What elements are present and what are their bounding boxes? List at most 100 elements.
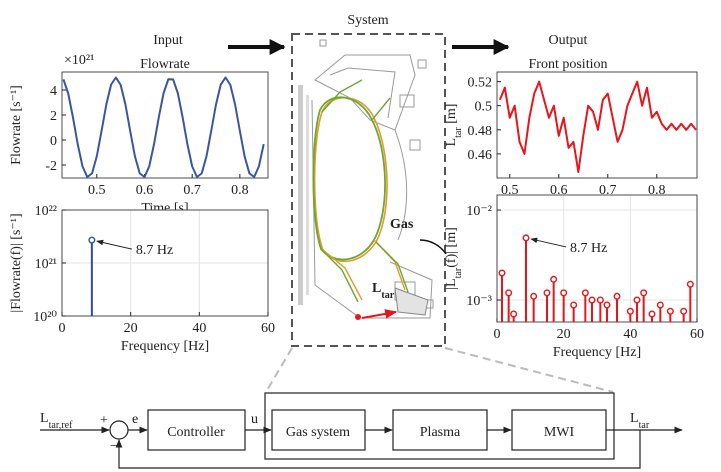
block-label: Gas system	[286, 425, 350, 440]
output-label-part: L	[630, 411, 639, 426]
x-axis-label: Frequency [Hz]	[553, 345, 641, 360]
front-label-part: L	[372, 281, 381, 296]
x-tick-label: 0.7	[599, 183, 617, 198]
sum-sign: +	[100, 413, 108, 428]
panel-title: Output	[549, 33, 588, 48]
y-tick-label: 10⁻²	[466, 204, 492, 219]
stem-marker	[648, 310, 656, 318]
reference-label-part: tar,ref	[49, 420, 74, 431]
y-axis-label-part: tar	[453, 267, 464, 278]
stem-marker	[505, 289, 513, 297]
stem-marker	[570, 301, 578, 309]
block-label: MWI	[544, 425, 575, 440]
tokamak	[298, 39, 447, 320]
stem-marker	[613, 292, 621, 300]
stem-marker	[603, 301, 611, 309]
stem-marker	[88, 236, 96, 244]
stem-marker	[656, 301, 664, 309]
x-tick-label: 0.7	[183, 183, 201, 198]
stem-marker	[550, 275, 558, 283]
stem-marker	[543, 289, 551, 297]
stem-marker	[596, 296, 604, 304]
stem-marker	[633, 296, 641, 304]
y-tick-label: 0.48	[468, 124, 493, 139]
x-tick-label: 0.8	[648, 183, 666, 198]
y-axis-label-part: (f)| [m]	[444, 227, 459, 268]
x-tick-label: 0.6	[136, 183, 154, 198]
sum-junction	[109, 420, 129, 440]
panel-subtitle: Flowrate	[140, 57, 190, 72]
axes-frame	[496, 194, 698, 323]
x-tick-label: 40	[623, 327, 637, 342]
annotation: 8.7 Hz	[570, 241, 607, 256]
stem-marker	[666, 307, 674, 315]
y-tick-label: 10²²	[35, 204, 57, 219]
stem-marker	[581, 289, 589, 297]
axes-frame	[496, 71, 698, 179]
stem-marker	[510, 310, 518, 318]
y-axis-label: |Ltar(f)| [m]	[444, 227, 464, 290]
output-label-part: tar	[639, 420, 650, 431]
y-axis-label-part: |L	[444, 278, 459, 289]
reference-label-part: L	[40, 411, 49, 426]
signal-label: u	[251, 412, 258, 427]
annotation-arrow	[96, 239, 132, 250]
x-tick-label: 40	[192, 321, 206, 336]
panel-title: System	[347, 13, 388, 28]
stem-marker	[530, 292, 538, 300]
y-tick-label: 10²⁰	[33, 310, 57, 325]
stem-marker	[522, 234, 530, 242]
y-tick-label: 10²¹	[35, 257, 57, 272]
y-tick-label: 4	[50, 84, 57, 99]
gas-label: Gas	[390, 217, 414, 232]
x-tick-label: 0	[494, 327, 501, 342]
front-label-part: tar	[381, 290, 394, 301]
x-tick-label: 0.5	[88, 183, 106, 198]
annotation-arrow	[530, 237, 567, 248]
y-axis-label-part: L	[444, 138, 459, 147]
x-tick-label: 20	[124, 321, 138, 336]
connector	[265, 347, 293, 393]
stem-marker	[498, 269, 506, 277]
x-tick-label: 60	[261, 321, 275, 336]
data-line	[499, 80, 697, 173]
x-tick-label: 0.5	[501, 183, 519, 198]
signal-label: e	[132, 412, 138, 427]
stem-marker	[626, 307, 634, 315]
x-axis-label: Frequency [Hz]	[121, 339, 209, 354]
stem-marker	[640, 289, 648, 297]
x-tick-label: 0.6	[550, 183, 568, 198]
y-exponent: ×10²¹	[64, 53, 94, 68]
annotation: 8.7 Hz	[136, 243, 173, 258]
reference-label: Ltar,ref	[40, 411, 73, 431]
output-label: Ltar	[630, 411, 650, 431]
stem-marker	[680, 307, 688, 315]
stem-marker	[560, 289, 568, 297]
stem-marker	[686, 280, 694, 288]
axes-frame	[61, 209, 269, 317]
axes-frame	[61, 71, 269, 179]
y-tick-label: 10⁻³	[466, 294, 492, 309]
y-tick-label: 0.52	[468, 76, 493, 91]
panel-title: Input	[153, 33, 183, 48]
y-tick-label: 0.5	[475, 100, 493, 115]
x-tick-label: 20	[557, 327, 571, 342]
y-axis-label-part: [m]	[444, 104, 459, 128]
y-axis-label: Flowrate [s⁻¹]	[9, 85, 24, 165]
y-axis-label-part: tar	[453, 127, 464, 138]
block	[511, 409, 607, 451]
y-tick-label: 0	[50, 134, 57, 149]
y-tick-label: 0.46	[468, 148, 493, 163]
x-tick-label: 60	[690, 327, 704, 342]
panel-subtitle: Front position	[529, 57, 608, 72]
x-tick-label: 0.8	[231, 183, 249, 198]
block	[147, 409, 246, 451]
y-tick-label: -2	[45, 159, 57, 174]
y-tick-label: 2	[50, 109, 57, 124]
y-axis-label: |Flowrate(f)| [s⁻¹]	[9, 213, 24, 312]
sum-sign: −	[110, 439, 118, 454]
system-box	[291, 33, 446, 347]
connector	[444, 347, 614, 393]
x-tick-label: 0	[59, 321, 66, 336]
